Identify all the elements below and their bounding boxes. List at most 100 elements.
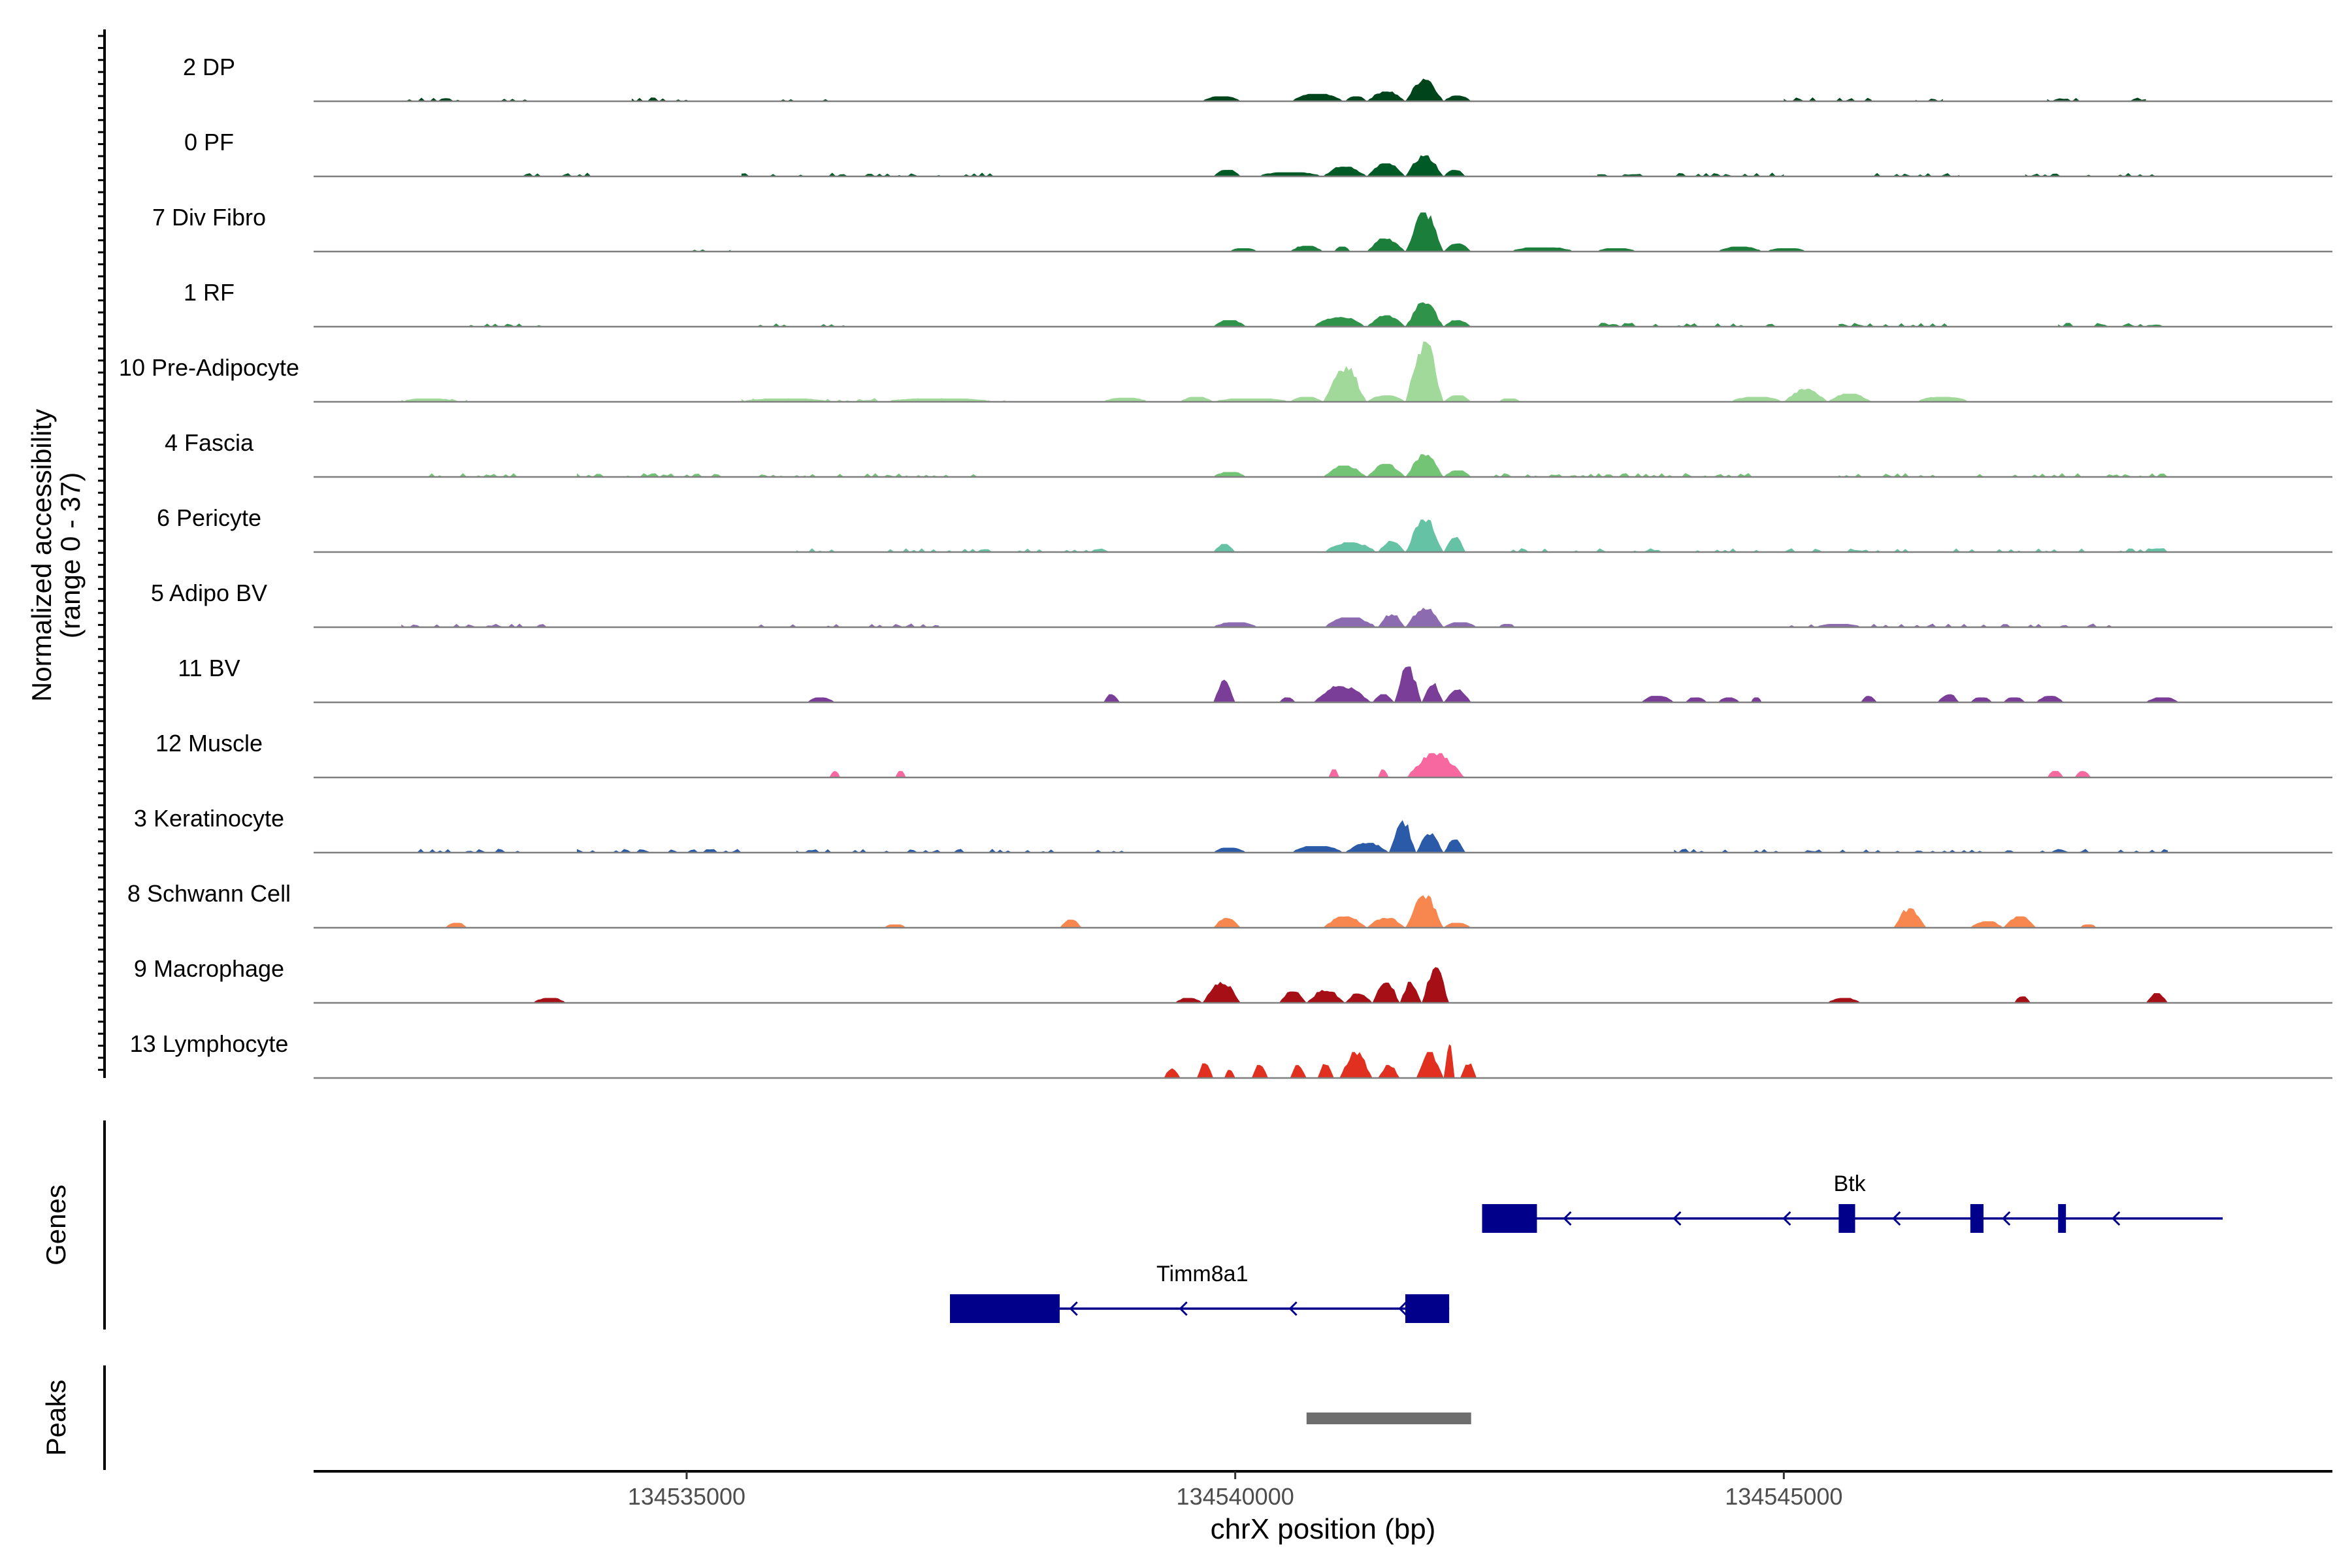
coverage-peak: [1290, 93, 1345, 101]
track-label: 1 RF: [184, 279, 235, 306]
tracks-y-ticks: [98, 35, 105, 1071]
coverage-peak: [1915, 397, 1970, 402]
coverage-peak: [1306, 990, 1345, 1003]
coverage-peak: [1729, 397, 1784, 402]
coverage-peak: [1367, 315, 1405, 327]
coverage-peak: [1345, 96, 1367, 101]
peak-region-bar: [1306, 1413, 1471, 1424]
coverage-peak: [1213, 320, 1247, 327]
coverage-peak: [1827, 393, 1872, 402]
coverage-peak: [1718, 697, 1740, 702]
peaks-panel-label: Peaks: [41, 1380, 71, 1456]
coverage-noise: [1784, 97, 1817, 101]
strand-arrow: [1398, 1301, 1407, 1316]
coverage-peak: [2014, 996, 2031, 1003]
coverage-peak: [1345, 993, 1373, 1003]
coverage-peak: [1213, 472, 1247, 477]
coverage-peak: [1312, 317, 1367, 327]
coverage-noise: [686, 249, 731, 252]
coverage-noise: [1674, 849, 2168, 853]
strand-arrow: [1892, 1211, 1901, 1226]
coverage-peak: [1443, 95, 1471, 101]
gene-exon: [2058, 1204, 2066, 1233]
coverage-peak: [807, 697, 835, 702]
coverage-peak: [1323, 916, 1367, 928]
track-13-lymphocyte: 13 Lymphocyte: [130, 1030, 2332, 1079]
coverage-peak: [1443, 320, 1471, 327]
coverage-peak: [1443, 923, 1471, 928]
strand-arrow: [2002, 1211, 2011, 1226]
coverage-peak: [1405, 895, 1444, 928]
coverage-peak: [2047, 771, 2064, 777]
coverage-peak: [1416, 1052, 1444, 1078]
strand-arrow: [1673, 1211, 1682, 1226]
coverage-peak: [1394, 666, 1422, 702]
y-axis-label: Normalized accessibility: [26, 409, 57, 702]
strand-arrow: [1782, 1211, 1791, 1226]
coverage-peak: [1312, 686, 1373, 702]
y-axis-range-label: (range 0 - 37): [55, 472, 86, 638]
coverage-peak: [1443, 689, 1471, 702]
coverage-peak: [1443, 840, 1466, 853]
coverage-noise: [1850, 172, 1960, 176]
coverage-peak: [1164, 1068, 1181, 1078]
coverage-peak: [1405, 155, 1444, 176]
coverage-peak: [1328, 769, 1340, 777]
coverage-peak: [1333, 246, 1350, 252]
x-axis-ticks: 134535000 134540000 134545000: [628, 1471, 1842, 1510]
coverage-peak: [1378, 1065, 1400, 1078]
coverage-peak: [1213, 918, 1241, 928]
coverage-peak: [1443, 622, 1477, 627]
gene-label: Btk: [1834, 1171, 1867, 1196]
coverage-peak: [2146, 993, 2168, 1003]
coverage-peak: [1103, 694, 1120, 702]
strand-arrow: [1069, 1301, 1078, 1316]
track-12-muscle: 12 Muscle: [155, 730, 2332, 779]
coverage-noise: [741, 623, 939, 627]
gene-exon: [1482, 1204, 1537, 1233]
coverage-peak: [1443, 170, 1466, 176]
coverage-peak: [1290, 1065, 1307, 1078]
coverage-peak: [1378, 540, 1405, 552]
gene-exon: [1838, 1204, 1855, 1233]
coverage-peak: [1213, 679, 1235, 702]
strand-arrow: [1179, 1301, 1188, 1316]
track-label: 11 BV: [178, 655, 240, 681]
track-6-pericyte: 6 Pericyte: [157, 504, 2332, 553]
coverage-peak: [1279, 697, 1296, 702]
track-label: 3 Keratinocyte: [134, 805, 284, 832]
coverage-peak: [1422, 967, 1450, 1003]
coverage-peak: [1367, 395, 1405, 402]
coverage-peak: [1405, 519, 1444, 552]
coverage-peak: [1827, 998, 1861, 1003]
coverage-peak: [2146, 697, 2179, 702]
coverage-peak: [1860, 696, 1878, 702]
track-4-fascia: 4 Fascia: [165, 429, 2332, 478]
coverage-peak: [1175, 998, 1203, 1003]
coverage-peak: [1399, 981, 1422, 1003]
coverage-peak: [1685, 697, 1707, 702]
coverage-peak: [1405, 302, 1444, 327]
coverage-noise: [1477, 473, 1784, 477]
track-5-adipo-bv: 5 Adipo BV: [151, 580, 2332, 629]
coverage-peak: [1213, 622, 1258, 627]
strand-arrow: [1288, 1301, 1298, 1316]
coverage-peak: [1290, 846, 1345, 853]
peak-regions: [1306, 1413, 1471, 1424]
x-tick-label: 134535000: [628, 1483, 745, 1510]
track-1-rf: 1 RF: [184, 279, 2332, 328]
coverage-peak: [1279, 991, 1307, 1003]
coverage-noise: [632, 97, 698, 101]
track-label: 4 Fascia: [165, 429, 254, 456]
coverage-peak: [829, 771, 841, 777]
coverage-peak: [1405, 753, 1466, 777]
track-9-macrophage: 9 Macrophage: [134, 955, 2332, 1004]
gene-exon: [1405, 1294, 1450, 1323]
coverage-peak: [2036, 696, 2064, 702]
coverage-peak: [445, 923, 468, 928]
coverage-peak: [1718, 246, 1762, 252]
strand-arrow: [2112, 1211, 2121, 1226]
x-axis-label: chrX position (bp): [1211, 1513, 1436, 1545]
genes-panel-label: Genes: [41, 1184, 71, 1266]
coverage-peak: [1323, 366, 1367, 402]
